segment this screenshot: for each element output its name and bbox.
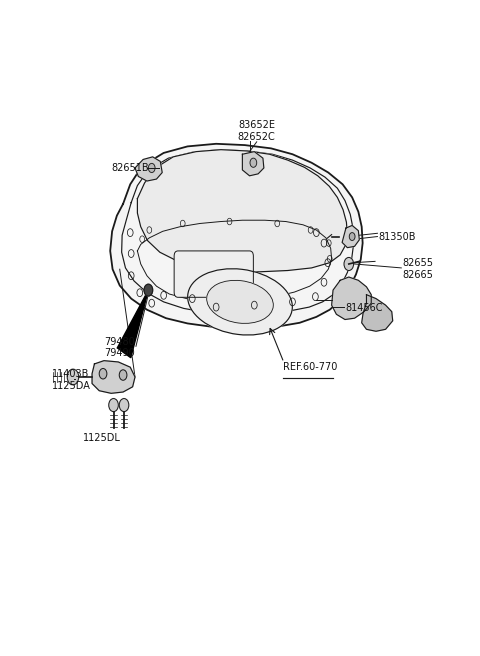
Text: 81456C: 81456C (345, 304, 383, 314)
Ellipse shape (188, 269, 292, 335)
Circle shape (119, 399, 129, 411)
Polygon shape (117, 290, 148, 358)
Text: 82651B: 82651B (112, 163, 149, 173)
Text: 79480
79490: 79480 79490 (104, 337, 135, 358)
Polygon shape (342, 226, 360, 248)
Circle shape (148, 163, 155, 173)
Polygon shape (135, 157, 162, 181)
FancyBboxPatch shape (174, 251, 253, 297)
Polygon shape (110, 144, 363, 328)
Polygon shape (92, 361, 135, 394)
Circle shape (67, 369, 79, 385)
Circle shape (99, 369, 107, 379)
Ellipse shape (207, 280, 273, 323)
Text: 11403B
1125DA: 11403B 1125DA (51, 369, 90, 391)
Text: 1125DL: 1125DL (83, 432, 120, 443)
Polygon shape (332, 277, 371, 319)
Text: 83652E
82652C: 83652E 82652C (238, 120, 276, 142)
Polygon shape (362, 295, 393, 331)
Text: 82655
82665: 82655 82665 (402, 258, 433, 280)
Circle shape (250, 158, 257, 167)
Polygon shape (242, 152, 264, 176)
Text: 81350B: 81350B (378, 232, 416, 241)
Circle shape (144, 284, 153, 296)
Circle shape (109, 399, 118, 411)
Circle shape (349, 233, 355, 241)
Circle shape (344, 257, 354, 270)
Text: REF.60-770: REF.60-770 (283, 362, 337, 372)
Polygon shape (137, 150, 348, 272)
Circle shape (119, 370, 127, 380)
